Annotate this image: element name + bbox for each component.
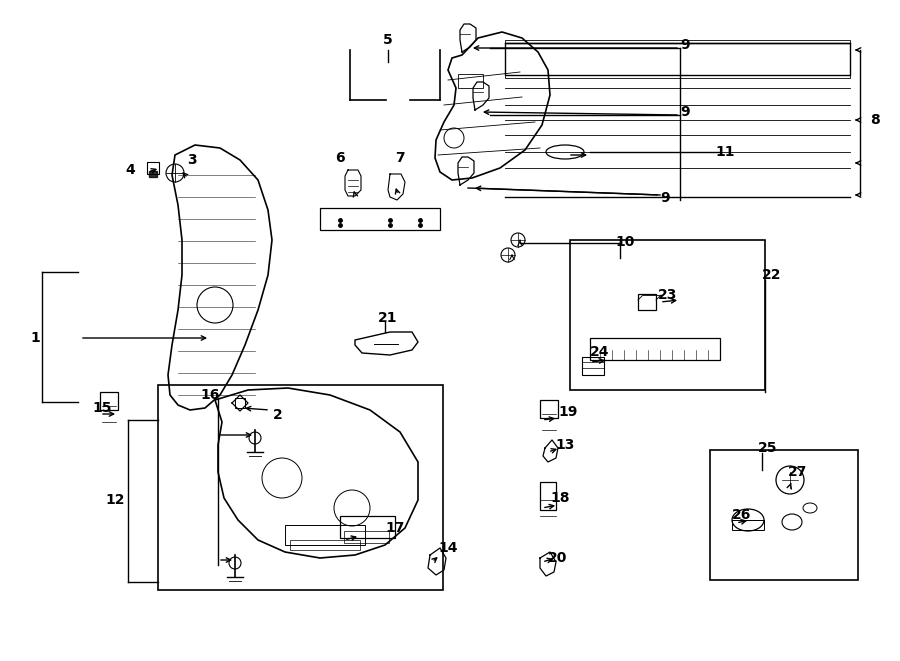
Text: 7: 7	[395, 151, 405, 165]
Bar	[505, 43, 850, 75]
Text: 20: 20	[548, 551, 568, 565]
Text: 9: 9	[661, 191, 670, 205]
Bar	[590, 338, 720, 360]
Text: 26: 26	[733, 508, 751, 522]
Text: 5: 5	[383, 33, 393, 47]
Text: 9: 9	[680, 105, 689, 119]
Text: 2: 2	[273, 408, 283, 422]
Text: 17: 17	[385, 521, 405, 535]
Bar	[285, 525, 365, 545]
Text: 6: 6	[335, 151, 345, 165]
Text: 24: 24	[590, 345, 610, 359]
Bar	[540, 482, 556, 510]
Text: 14: 14	[438, 541, 458, 555]
Bar	[320, 208, 440, 230]
Bar	[290, 540, 360, 550]
Bar	[638, 294, 656, 310]
Bar	[100, 392, 118, 410]
Text: 21: 21	[378, 311, 398, 325]
Bar	[732, 520, 764, 530]
Text: 27: 27	[788, 465, 807, 479]
Text: 16: 16	[201, 388, 220, 402]
Bar	[235, 398, 245, 408]
Text: 23: 23	[658, 288, 678, 302]
Text: 8: 8	[870, 113, 880, 127]
Text: 13: 13	[555, 438, 575, 452]
Bar	[458, 74, 483, 88]
Text: 9: 9	[680, 38, 689, 52]
Bar	[340, 516, 395, 538]
Text: 25: 25	[758, 441, 778, 455]
Bar	[158, 385, 443, 590]
Text: 1: 1	[30, 331, 40, 345]
Polygon shape	[149, 171, 157, 177]
Text: 18: 18	[550, 491, 570, 505]
Text: 10: 10	[616, 235, 634, 249]
Text: 4: 4	[125, 163, 135, 177]
Text: 19: 19	[558, 405, 578, 419]
Bar	[147, 162, 159, 174]
Bar	[540, 400, 558, 418]
Text: 3: 3	[187, 153, 197, 167]
Text: 22: 22	[762, 268, 782, 282]
Text: 15: 15	[92, 401, 112, 415]
Bar	[505, 40, 850, 78]
Text: 12: 12	[105, 493, 125, 507]
Bar	[582, 357, 604, 375]
Bar	[570, 240, 765, 390]
Text: 11: 11	[716, 145, 734, 159]
Bar	[710, 450, 858, 580]
Bar	[344, 531, 389, 543]
